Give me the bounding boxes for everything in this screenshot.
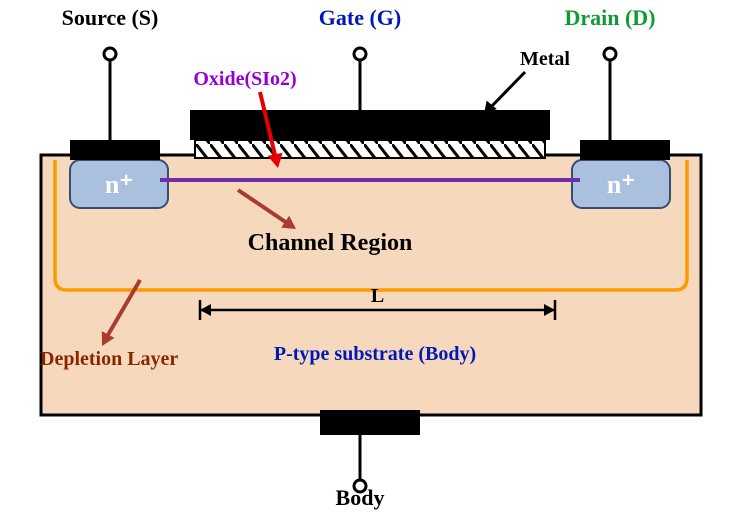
gate-terminal bbox=[354, 48, 366, 60]
channel-annotation: Channel Region bbox=[248, 230, 413, 256]
source-terminal bbox=[104, 48, 116, 60]
metal-arrow bbox=[490, 72, 525, 108]
source-contact bbox=[70, 140, 160, 160]
body-contact bbox=[320, 410, 420, 435]
substrate-label: P-type substrate (Body) bbox=[274, 343, 476, 365]
drain-contact bbox=[580, 140, 670, 160]
metal-annotation: Metal bbox=[520, 48, 570, 70]
source-label: Source (S) bbox=[62, 5, 159, 30]
gate-label: Gate (G) bbox=[319, 5, 401, 30]
depletion-annotation: Depletion Layer bbox=[40, 348, 178, 370]
oxide-annotation: Oxide(SIo2) bbox=[193, 68, 296, 90]
drain-label: Drain (D) bbox=[564, 5, 655, 30]
length-label: L bbox=[371, 285, 384, 307]
mosfet-cross-section-diagram: Source (S) Gate (G) Drain (D) n⁺ n⁺ Oxide(SIo… bbox=[0, 0, 750, 515]
gate-metal bbox=[190, 110, 550, 140]
gate-metal-hatched bbox=[195, 140, 545, 158]
drain-terminal bbox=[604, 48, 616, 60]
source-well-label: n⁺ bbox=[105, 170, 133, 199]
body-label: Body bbox=[336, 485, 385, 510]
drain-well-label: n⁺ bbox=[607, 170, 635, 199]
